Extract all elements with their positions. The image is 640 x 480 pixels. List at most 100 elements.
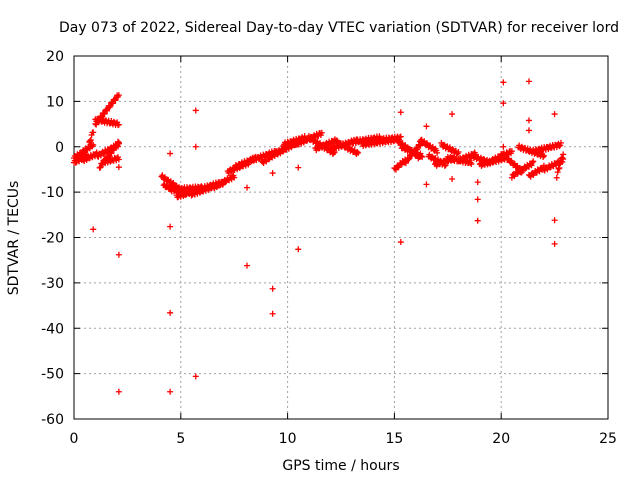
data-point (104, 107, 111, 114)
grid (74, 56, 608, 419)
y-tick-label: -50 (41, 367, 64, 383)
data-point (553, 174, 560, 181)
outlier-point (423, 181, 430, 188)
outlier-point (500, 100, 507, 107)
y-tick-label: -30 (41, 276, 64, 292)
outlier-point (90, 226, 97, 233)
data-point (558, 139, 565, 146)
outlier-point (167, 150, 174, 157)
data-point (556, 143, 563, 150)
outlier-point (269, 310, 276, 317)
y-tick-label: 10 (46, 94, 64, 110)
data-point (112, 97, 119, 104)
data-point (455, 148, 462, 155)
outlier-point (500, 79, 507, 86)
outlier-point (525, 78, 532, 85)
data-point (468, 161, 475, 168)
data-point (115, 92, 122, 99)
data-point (101, 110, 108, 117)
data-point (115, 138, 122, 145)
y-axis-label: SDTVAR / TECUs (6, 181, 22, 296)
data-point (540, 152, 547, 159)
x-tick-label: 5 (176, 431, 185, 447)
outlier-point (115, 164, 122, 171)
data-point (87, 138, 94, 145)
data-point (355, 149, 362, 156)
outlier-point (192, 373, 199, 380)
outlier-point (474, 217, 481, 224)
outlier-point (244, 184, 251, 191)
data-point (115, 156, 122, 163)
data-point (318, 129, 325, 136)
outlier-point (295, 246, 302, 253)
data-point (560, 151, 567, 158)
data-point (90, 141, 97, 148)
outlier-point (269, 170, 276, 177)
outlier-point (244, 262, 251, 269)
outlier-point (551, 217, 558, 224)
data-point (87, 137, 94, 144)
x-tick-label: 15 (385, 431, 403, 447)
outlier-point (474, 179, 481, 186)
outlier-point (525, 127, 532, 134)
chart-title: Day 073 of 2022, Sidereal Day-to-day VTE… (59, 20, 619, 36)
outlier-point (551, 111, 558, 118)
data-point (555, 165, 562, 172)
outlier-point (295, 164, 302, 171)
data-point (556, 165, 563, 172)
data-point (405, 156, 412, 163)
x-tick-label: 0 (70, 431, 79, 447)
outlier-point (167, 388, 174, 395)
outlier-point (115, 251, 122, 258)
data-point (108, 150, 115, 157)
y-tick-label: -10 (41, 185, 64, 201)
data-point (418, 153, 425, 160)
outlier-point (192, 143, 199, 150)
x-tick-label: 20 (492, 431, 510, 447)
data-point (557, 160, 564, 167)
outlier-point (500, 143, 507, 150)
outlier-point (167, 223, 174, 230)
outlier-point (551, 240, 558, 247)
outlier-point (397, 109, 404, 116)
data-point (411, 149, 418, 156)
outlier-point (449, 175, 456, 182)
data-point (90, 129, 97, 136)
y-tick-label: -60 (41, 412, 64, 428)
outlier-point (474, 196, 481, 203)
y-tick-label: -40 (41, 321, 64, 337)
data-point (559, 154, 566, 161)
data-point (96, 164, 103, 171)
data-point (434, 149, 441, 156)
outlier-point (269, 285, 276, 292)
y-tick-label: -20 (41, 231, 64, 247)
outlier-point (192, 107, 199, 114)
data-point (508, 148, 515, 155)
outlier-point (449, 111, 456, 118)
data-point (397, 133, 404, 140)
data-point (85, 144, 92, 151)
data-point (558, 155, 565, 162)
outlier-point (525, 117, 532, 124)
y-tick-label: 20 (46, 49, 64, 65)
x-tick-label: 25 (599, 431, 617, 447)
data-point (354, 148, 361, 155)
data-point (110, 147, 117, 154)
data-point (554, 169, 561, 176)
outlier-point (167, 309, 174, 316)
data-point (419, 154, 426, 161)
data-points (71, 78, 567, 395)
data-point (115, 121, 122, 128)
plot-area-border (73, 55, 609, 420)
x-axis-label: GPS time / hours (282, 458, 399, 474)
outlier-point (397, 239, 404, 246)
tick-labels: 0 5 10 15 20 25 -60 -50 -40 -30 -20 -10 0 10 20 (41, 49, 617, 447)
data-point (530, 158, 537, 165)
data-point (231, 174, 238, 181)
x-tick-label: 10 (279, 431, 297, 447)
data-point (115, 139, 122, 146)
y-tick-label: 0 (55, 140, 64, 156)
data-point (540, 154, 547, 161)
outlier-point (423, 123, 430, 130)
